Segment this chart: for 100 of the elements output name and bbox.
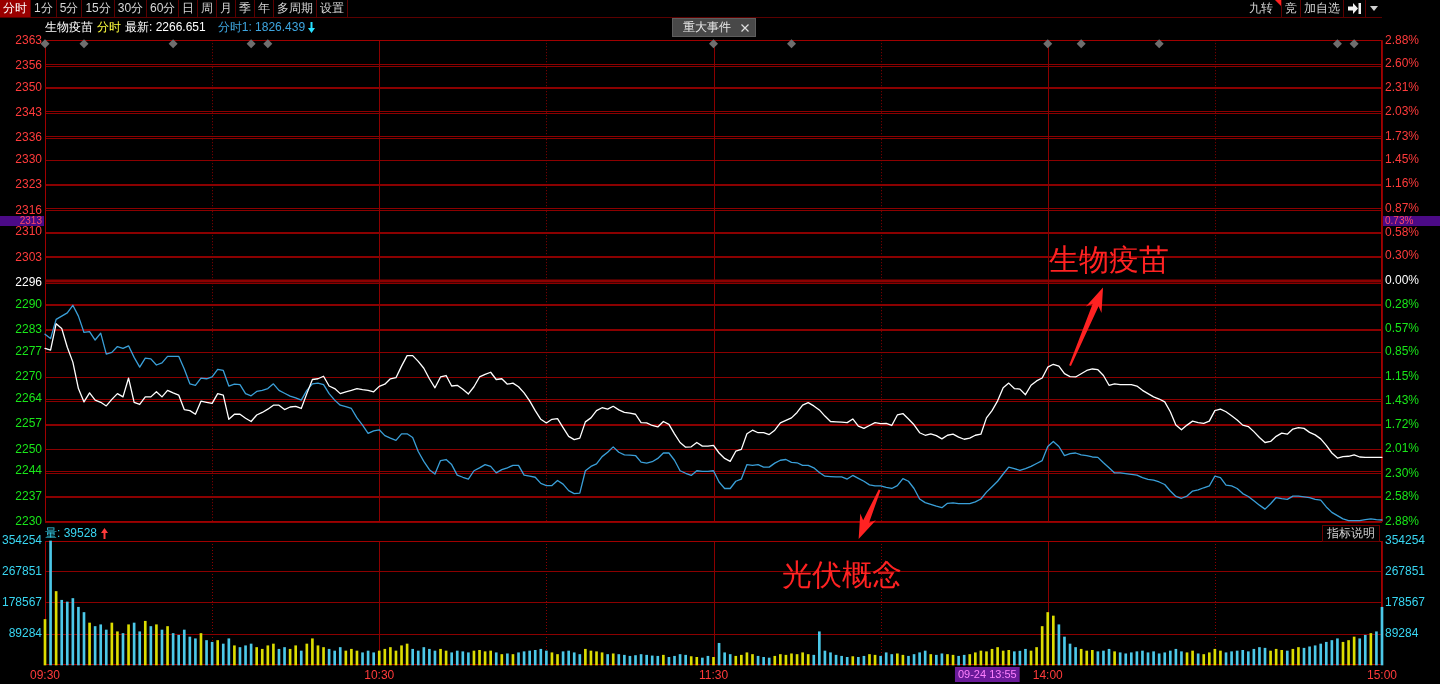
bar bbox=[177, 634, 181, 666]
y2-tick-label: 178567 bbox=[1385, 594, 1426, 609]
y-tick-label: 2336 bbox=[15, 130, 43, 145]
bar bbox=[99, 624, 103, 666]
x-tick-label: 10:30 bbox=[364, 667, 395, 682]
bar bbox=[645, 654, 648, 666]
bar bbox=[907, 655, 910, 666]
bar bbox=[740, 654, 743, 666]
y2-tick-label: 1.45% bbox=[1385, 152, 1420, 167]
bar bbox=[77, 606, 80, 666]
bar bbox=[818, 631, 821, 666]
bar bbox=[773, 655, 777, 666]
bar bbox=[1040, 626, 1044, 666]
bar bbox=[611, 653, 615, 666]
bar bbox=[689, 656, 693, 666]
y-tick-label: 2264 bbox=[15, 391, 43, 405]
bar bbox=[1168, 650, 1172, 666]
bar bbox=[500, 654, 504, 666]
bar bbox=[205, 640, 208, 666]
y-tick-label: 2277 bbox=[15, 343, 43, 358]
y-tick-label: 354254 bbox=[1, 533, 43, 548]
bar bbox=[299, 650, 303, 666]
bar bbox=[88, 622, 91, 666]
bar bbox=[957, 655, 960, 666]
text: 最新: 2266.651 bbox=[125, 18, 206, 36]
bar bbox=[461, 651, 465, 666]
y2-tick-label: 2.31% bbox=[1385, 80, 1420, 95]
bar bbox=[1219, 650, 1222, 666]
bar bbox=[1024, 648, 1027, 666]
bar bbox=[255, 647, 259, 666]
bar bbox=[60, 599, 64, 666]
bar bbox=[812, 654, 816, 666]
text: 加自选 bbox=[1301, 0, 1344, 17]
bar bbox=[845, 656, 849, 666]
bar bbox=[1013, 651, 1016, 666]
y-tick-label: 2244 bbox=[15, 463, 43, 478]
bar bbox=[506, 653, 509, 666]
bar bbox=[617, 654, 621, 666]
x-tick-label: 15:00 bbox=[1366, 667, 1398, 682]
bar bbox=[294, 645, 298, 666]
text: 0.73% bbox=[1385, 214, 1414, 226]
bar bbox=[1124, 653, 1128, 666]
bar bbox=[244, 645, 247, 666]
y-tick-label: 2237 bbox=[15, 488, 43, 503]
text: 重大事件 bbox=[672, 18, 756, 37]
bar bbox=[143, 620, 147, 666]
y-tick-label: 2310 bbox=[15, 224, 43, 239]
bar bbox=[104, 629, 108, 666]
y-tick-label: 2270 bbox=[15, 369, 43, 384]
text: 竞 bbox=[1282, 0, 1301, 17]
bar bbox=[350, 648, 353, 666]
y2-tick-label: 0.85% bbox=[1385, 344, 1420, 359]
bar bbox=[1063, 636, 1066, 666]
bar bbox=[361, 652, 364, 666]
bar bbox=[962, 654, 966, 666]
bar bbox=[884, 652, 888, 666]
bar bbox=[439, 648, 442, 666]
bar bbox=[896, 653, 899, 666]
y2-tick-label: 0.57% bbox=[1385, 320, 1420, 335]
bar bbox=[467, 652, 470, 666]
text: 15分 bbox=[82, 0, 115, 17]
bar bbox=[283, 647, 286, 666]
bar bbox=[806, 654, 810, 666]
bar bbox=[1163, 652, 1167, 666]
bar bbox=[918, 652, 921, 666]
bar bbox=[801, 652, 804, 666]
bar bbox=[567, 650, 570, 666]
bar bbox=[1258, 647, 1261, 666]
text: 分时 bbox=[0, 0, 31, 17]
text: 5分 bbox=[56, 0, 83, 17]
bar bbox=[728, 654, 732, 666]
bar bbox=[422, 647, 426, 666]
bar bbox=[344, 650, 348, 666]
bar bbox=[695, 656, 699, 666]
bar bbox=[851, 656, 855, 666]
bar bbox=[974, 652, 977, 666]
y2-tick-label: 267851 bbox=[1385, 563, 1426, 578]
bar bbox=[606, 654, 609, 666]
text: 指标说明 bbox=[1322, 525, 1380, 542]
bar bbox=[929, 654, 933, 666]
text: 生物疫苗 bbox=[1049, 242, 1170, 276]
bar bbox=[1324, 641, 1328, 666]
y-tick-label: 2290 bbox=[15, 296, 43, 311]
x-tick-label: 09:30 bbox=[29, 667, 61, 682]
y2-tick-label: 89284 bbox=[1385, 626, 1419, 641]
bar bbox=[779, 654, 782, 666]
bar bbox=[996, 647, 999, 666]
text: 季 bbox=[236, 0, 256, 17]
bar bbox=[734, 655, 738, 666]
text: 生物疫苗 bbox=[45, 18, 93, 36]
bar bbox=[155, 624, 158, 666]
y2-tick-label: 0.28% bbox=[1385, 296, 1420, 311]
text: 光伏概念 bbox=[781, 557, 902, 591]
bar bbox=[1118, 652, 1122, 666]
text: 09-24 13:55 bbox=[957, 667, 1017, 680]
y2-tick-label: 2.88% bbox=[1385, 32, 1420, 47]
bar bbox=[166, 626, 169, 666]
bar bbox=[539, 648, 543, 666]
bar bbox=[1246, 651, 1250, 666]
bar bbox=[767, 657, 771, 666]
